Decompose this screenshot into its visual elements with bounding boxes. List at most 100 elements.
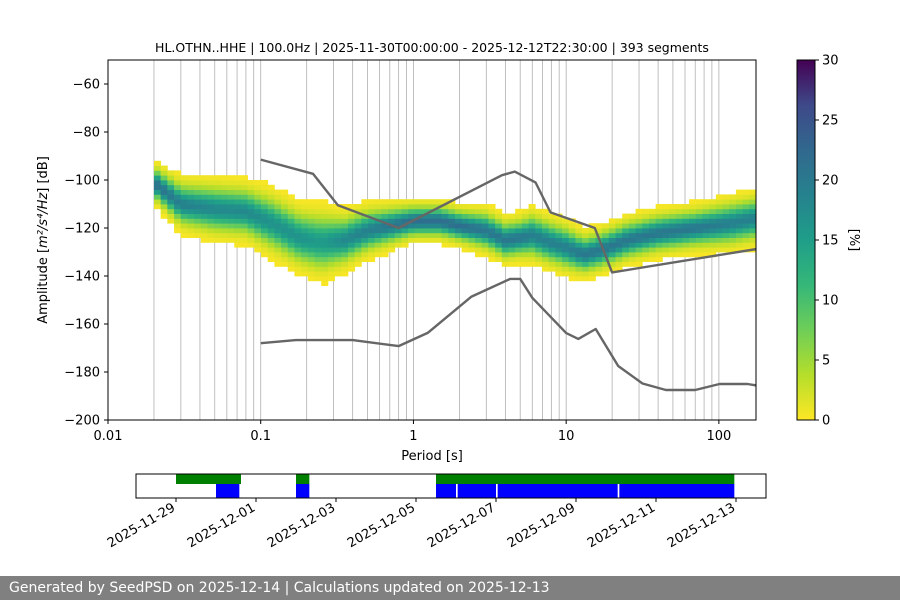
heatmap-cell xyxy=(381,247,389,253)
heatmap-cell xyxy=(635,237,643,243)
heatmap-cell xyxy=(321,280,329,286)
heatmap-cell xyxy=(568,232,576,238)
timeline-tick-label: 2025-12-05 xyxy=(345,500,418,551)
heatmap-cell xyxy=(261,218,269,224)
heatmap-cell xyxy=(220,232,228,238)
heatmap-cell xyxy=(495,237,503,243)
heatmap-cell xyxy=(575,228,583,234)
heatmap-cell xyxy=(247,189,255,195)
heatmap-cell xyxy=(167,204,175,210)
heatmap-cell xyxy=(528,252,536,258)
heatmap-cell xyxy=(722,213,730,219)
heatmap-cell xyxy=(602,266,610,272)
heatmap-cell xyxy=(441,208,449,214)
heatmap-cell xyxy=(742,218,750,224)
heatmap-cell xyxy=(200,180,208,186)
heatmap-cell xyxy=(354,208,362,214)
heatmap-cell xyxy=(508,223,516,229)
heatmap-cell xyxy=(695,252,703,258)
heatmap-cell xyxy=(441,223,449,229)
heatmap-cell xyxy=(695,242,703,248)
heatmap-cell xyxy=(742,189,750,195)
heatmap-cell xyxy=(481,213,489,219)
heatmap-cell xyxy=(421,232,429,238)
heatmap-cell xyxy=(180,218,188,224)
heatmap-cell xyxy=(281,213,289,219)
heatmap-cell xyxy=(588,271,596,277)
heatmap-cell xyxy=(341,232,349,238)
heatmap-cell xyxy=(669,232,677,238)
heatmap-cell xyxy=(608,232,616,238)
heatmap-cell xyxy=(321,213,329,219)
heatmap-cell xyxy=(434,228,443,234)
heatmap-cell xyxy=(368,213,376,219)
heatmap-cell xyxy=(247,228,255,234)
heatmap-cell xyxy=(274,204,282,210)
heatmap-cell xyxy=(441,237,449,243)
heatmap-cell xyxy=(274,189,282,195)
heatmap-cell xyxy=(575,242,583,248)
heatmap-cell xyxy=(240,218,249,224)
heatmap-cell xyxy=(495,223,503,229)
heatmap-cell xyxy=(234,223,242,229)
heatmap-cell xyxy=(702,237,710,243)
heatmap-cell xyxy=(515,228,523,234)
heatmap-cell xyxy=(575,252,583,258)
heatmap-cell xyxy=(220,199,228,205)
heatmap-cell xyxy=(200,237,208,243)
heatmap-cell xyxy=(314,261,322,267)
heatmap-cell xyxy=(281,199,289,205)
heatmap-cell xyxy=(301,242,309,248)
heatmap-cell xyxy=(354,237,362,243)
heatmap-cell xyxy=(374,242,382,248)
heatmap-cell xyxy=(374,208,382,214)
heatmap-cell xyxy=(301,237,309,243)
heatmap-cell xyxy=(261,247,269,253)
heatmap-cell xyxy=(481,228,489,234)
heatmap-cell xyxy=(582,261,590,267)
y-tick-label: −200 xyxy=(64,414,100,429)
heatmap-cell xyxy=(234,184,242,190)
heatmap-cell xyxy=(321,223,329,229)
heatmap-cell xyxy=(287,237,295,243)
heatmap-cell xyxy=(388,204,396,210)
heatmap-cell xyxy=(488,223,496,229)
heatmap-cell xyxy=(153,194,162,200)
heatmap-cell xyxy=(662,218,670,224)
heatmap-cell xyxy=(495,242,503,248)
heatmap-cell xyxy=(575,271,583,277)
heatmap-cell xyxy=(735,194,744,200)
heatmap-cell xyxy=(354,213,362,219)
heatmap-cell xyxy=(361,228,369,234)
heatmap-cell xyxy=(528,256,536,262)
x-tick-label: 0.01 xyxy=(94,429,123,444)
heatmap-cell xyxy=(408,213,416,219)
heatmap-cell xyxy=(254,194,262,200)
heatmap-cell xyxy=(294,204,302,210)
heatmap-cell xyxy=(394,204,402,210)
heatmap-cell xyxy=(341,223,349,229)
heatmap-cell xyxy=(468,204,476,210)
heatmap-cell xyxy=(682,208,690,214)
heatmap-cell xyxy=(475,218,483,224)
heatmap-cell xyxy=(588,266,596,272)
heatmap-cell xyxy=(301,218,309,224)
heatmap-cell xyxy=(555,228,563,234)
heatmap-cell xyxy=(468,218,476,224)
heatmap-cell xyxy=(521,228,529,234)
heatmap-cell xyxy=(327,242,335,248)
heatmap-cell xyxy=(582,252,590,258)
heatmap-cell xyxy=(314,266,322,272)
heatmap-cell xyxy=(294,266,302,272)
heatmap-cell xyxy=(635,242,643,248)
heatmap-cell xyxy=(287,266,295,272)
heatmap-cell xyxy=(174,228,182,234)
heatmap-cell xyxy=(742,228,750,234)
heatmap-cell xyxy=(475,237,483,243)
heatmap-cell xyxy=(428,228,436,234)
heatmap-cell xyxy=(682,218,690,224)
heatmap-cell xyxy=(615,223,623,229)
heatmap-cell xyxy=(281,208,289,214)
heatmap-cell xyxy=(200,189,208,195)
heatmap-cell xyxy=(448,223,456,229)
